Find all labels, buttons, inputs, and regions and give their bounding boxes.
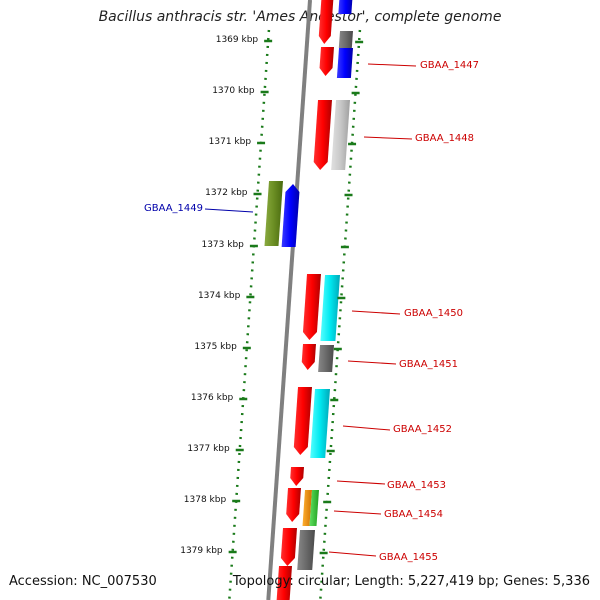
tick-label: 1374 kbp xyxy=(198,291,241,301)
tick-label: 1371 kbp xyxy=(209,137,252,147)
gene-label[interactable]: GBAA_1448 xyxy=(415,133,474,144)
accession-text: Accession: NC_007530 xyxy=(9,574,157,589)
gene-red-feature xyxy=(286,488,301,522)
gene-label-leader xyxy=(336,480,386,485)
topology-text: Topology: circular; Length: 5,227,419 bp… xyxy=(232,574,590,589)
gene-cyan-feature xyxy=(320,275,340,341)
gene-label-leader xyxy=(363,136,413,140)
gene-red-feature xyxy=(301,344,316,370)
tick-label: 1372 kbp xyxy=(205,188,248,198)
gene-gray-feature xyxy=(318,345,334,372)
gene-label[interactable]: GBAA_1453 xyxy=(387,480,446,491)
tick-label: 1376 kbp xyxy=(191,393,234,403)
tick-label: 1369 kbp xyxy=(216,35,259,45)
tick-label: 1373 kbp xyxy=(201,240,244,250)
gene-orange-feature xyxy=(302,490,312,526)
gene-red-feature xyxy=(293,387,312,455)
gene-lightgray-feature xyxy=(331,100,350,170)
gene-label-leader xyxy=(351,310,401,315)
sequence-backbone xyxy=(266,0,312,600)
tick-label: 1377 kbp xyxy=(187,444,230,454)
tick-label: 1379 kbp xyxy=(180,546,223,556)
tick-label: 1375 kbp xyxy=(194,342,237,352)
gene-blue-feature xyxy=(336,48,353,78)
gene-green-feature xyxy=(309,490,319,526)
tick-label: 1370 kbp xyxy=(212,86,255,96)
gene-label[interactable]: GBAA_1450 xyxy=(404,308,463,319)
gene-red-feature xyxy=(302,274,321,340)
gene-label[interactable]: GBAA_1449 xyxy=(144,203,203,214)
gene-red-feature xyxy=(280,528,297,566)
gene-label-leader xyxy=(342,425,391,431)
gene-label[interactable]: GBAA_1454 xyxy=(384,509,443,520)
gene-blue-feature xyxy=(281,184,300,247)
gene-label-leader xyxy=(367,63,417,67)
gene-red-feature xyxy=(318,0,334,44)
gene-blue-feature xyxy=(338,0,353,14)
gene-red-feature xyxy=(290,467,304,486)
gene-cyan-feature xyxy=(310,389,330,458)
gene-red-feature xyxy=(313,100,332,170)
gene-gray-feature xyxy=(338,31,353,48)
gene-label[interactable]: GBAA_1451 xyxy=(399,359,458,370)
gene-label-leader xyxy=(328,551,377,557)
gene-red-feature xyxy=(319,47,334,76)
left-dotted-track xyxy=(228,29,271,600)
gene-label[interactable]: GBAA_1452 xyxy=(393,424,452,435)
gene-label-leader xyxy=(333,510,382,515)
gene-label[interactable]: GBAA_1447 xyxy=(420,60,479,71)
map-title: Bacillus anthracis str. 'Ames Ancestor',… xyxy=(98,9,502,25)
gene-label[interactable]: GBAA_1455 xyxy=(379,552,438,563)
gene-red-feature xyxy=(276,566,292,600)
gene-gray-feature xyxy=(297,530,315,570)
gene-label-leader xyxy=(204,208,254,213)
tick-label: 1378 kbp xyxy=(184,495,227,505)
gene-label-leader xyxy=(347,360,397,365)
gene-olive-feature xyxy=(264,181,283,246)
